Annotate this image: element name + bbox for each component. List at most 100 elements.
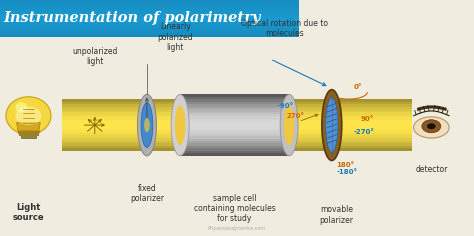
Bar <box>0 12 299 13</box>
Bar <box>0 28 299 29</box>
Bar <box>180 129 289 131</box>
Bar <box>0 11 299 12</box>
Text: -270°: -270° <box>353 129 374 135</box>
Text: Light
source: Light source <box>13 203 44 222</box>
Ellipse shape <box>280 94 298 156</box>
Bar <box>0 25 299 27</box>
Text: fixed
polarizer: fixed polarizer <box>130 184 164 203</box>
Bar <box>180 153 289 156</box>
Bar <box>0 5 299 6</box>
Bar <box>0 6 299 7</box>
Bar <box>0 15 299 16</box>
Bar <box>0 18 299 20</box>
Ellipse shape <box>322 90 342 160</box>
Bar <box>0 34 299 35</box>
Text: -180°: -180° <box>337 169 357 175</box>
Bar <box>0 35 299 37</box>
Bar <box>62 115 412 117</box>
Bar <box>0 2 299 4</box>
Ellipse shape <box>175 105 185 145</box>
Bar <box>0 7 299 8</box>
Bar <box>0 4 299 5</box>
Bar <box>180 141 289 143</box>
Bar <box>0 17 299 18</box>
Bar <box>180 126 289 129</box>
Ellipse shape <box>422 120 441 133</box>
Text: detector: detector <box>415 165 447 174</box>
Bar <box>62 135 412 138</box>
Bar <box>62 99 412 102</box>
Bar <box>62 143 412 146</box>
Polygon shape <box>17 123 40 131</box>
Text: -90°: -90° <box>277 103 293 109</box>
Bar <box>62 117 412 120</box>
Bar <box>0 10 299 11</box>
Bar <box>62 112 412 115</box>
Bar <box>180 139 289 141</box>
Ellipse shape <box>171 94 189 156</box>
Bar <box>180 134 289 136</box>
Bar <box>180 131 289 134</box>
Bar <box>0 24 299 26</box>
Text: 180°: 180° <box>337 162 355 168</box>
Bar <box>62 110 412 112</box>
Bar <box>180 119 289 121</box>
Ellipse shape <box>413 117 449 138</box>
Bar <box>62 133 412 135</box>
Bar <box>62 138 412 141</box>
Bar <box>180 109 289 112</box>
Bar <box>180 117 289 119</box>
Bar <box>0 27 299 28</box>
Bar <box>0 30 299 32</box>
Text: movable
polarizer: movable polarizer <box>319 205 354 225</box>
Bar <box>0 22 299 23</box>
Bar <box>0 29 299 30</box>
Bar <box>62 120 412 122</box>
Bar <box>180 136 289 139</box>
Text: Optical rotation due to
molecules: Optical rotation due to molecules <box>241 19 328 38</box>
Bar <box>180 104 289 107</box>
Bar <box>62 130 412 133</box>
Bar <box>180 151 289 153</box>
Bar <box>0 33 299 34</box>
Text: Priyamstudycentre.com: Priyamstudycentre.com <box>208 226 266 231</box>
Ellipse shape <box>427 123 436 129</box>
Bar <box>180 94 289 97</box>
Bar <box>180 112 289 114</box>
Text: 0°: 0° <box>353 84 362 90</box>
Bar <box>180 114 289 117</box>
Bar <box>21 135 36 138</box>
Ellipse shape <box>144 118 150 132</box>
Ellipse shape <box>326 98 338 152</box>
Text: 90°: 90° <box>360 116 374 122</box>
Bar <box>62 146 412 148</box>
Bar <box>180 146 289 148</box>
Ellipse shape <box>284 105 294 145</box>
Bar <box>62 122 412 125</box>
Bar <box>62 104 412 107</box>
Bar <box>62 128 412 130</box>
Bar <box>180 107 289 109</box>
Bar <box>62 107 412 110</box>
Bar <box>0 20 299 21</box>
Bar <box>0 13 299 15</box>
Bar <box>62 125 412 128</box>
Text: Linearly
polarized
light: Linearly polarized light <box>157 22 193 52</box>
Ellipse shape <box>6 97 51 135</box>
Ellipse shape <box>141 103 153 148</box>
Bar <box>180 124 289 126</box>
Bar <box>62 141 412 143</box>
Bar <box>0 1 299 2</box>
Bar <box>62 148 412 151</box>
Bar <box>180 97 289 99</box>
Bar <box>180 102 289 104</box>
Text: 270°: 270° <box>287 113 305 119</box>
Text: unpolarized
light: unpolarized light <box>72 47 118 66</box>
Bar <box>0 16 299 17</box>
Bar <box>0 23 299 24</box>
Bar <box>180 143 289 146</box>
Ellipse shape <box>15 102 27 113</box>
Ellipse shape <box>15 106 41 125</box>
Bar <box>0 32 299 33</box>
Text: sample cell
containing molecules
for study: sample cell containing molecules for stu… <box>194 194 275 223</box>
